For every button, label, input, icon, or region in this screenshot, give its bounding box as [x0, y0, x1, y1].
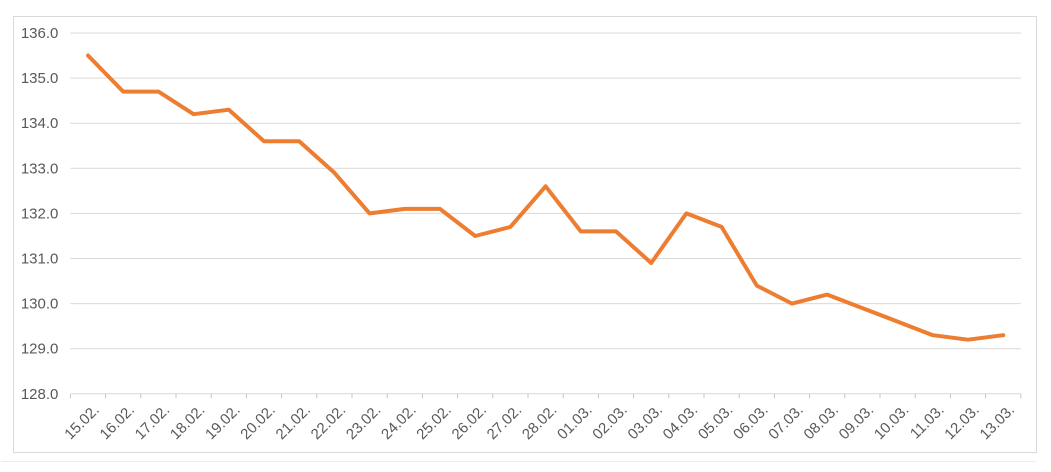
chart-frame: 136.0 135.0 134.0 133.0 132.0 131.0 130.0 129.0…: [13, 16, 1037, 453]
x-axis-label: 15.02.: [61, 402, 103, 444]
y-axis-label: 128.0: [21, 386, 59, 403]
x-axis-label: 20.02.: [237, 402, 279, 444]
line-chart-svg: 136.0 135.0 134.0 133.0 132.0 131.0 130.0 129.0…: [21, 25, 1022, 444]
outer-edge-line: [1, 461, 1036, 462]
x-axis-label: 28.02.: [519, 402, 561, 444]
series-line: [86, 53, 1006, 342]
x-axis-label: 13.03.: [977, 402, 1019, 444]
x-axis-label: 24.02.: [378, 402, 420, 444]
x-axis-label: 02.03.: [589, 402, 631, 444]
x-axis-label: 21.02.: [273, 402, 315, 444]
y-axis-label: 136.0: [21, 25, 59, 42]
x-axis-label: 18.02.: [167, 402, 209, 444]
y-axis-label: 131.0: [21, 251, 59, 268]
x-axis-label: 23.02.: [343, 402, 385, 444]
x-axis-label: 09.03.: [836, 402, 878, 444]
x-axis-label: 25.02.: [413, 402, 455, 444]
y-axis-label: 135.0: [21, 70, 59, 87]
y-axis-label: 133.0: [21, 160, 59, 177]
x-axis-label: 08.03.: [801, 402, 843, 444]
x-axis-label: 10.03.: [871, 402, 913, 444]
y-axis-label: 129.0: [21, 341, 59, 358]
x-axis-label: 07.03.: [765, 402, 807, 444]
y-axis-label: 132.0: [21, 205, 59, 222]
y-axis-label: 134.0: [21, 115, 59, 132]
x-axis-label: 16.02.: [97, 402, 139, 444]
x-axis-label: 22.02.: [308, 402, 350, 444]
x-axis-label: 11.03.: [907, 402, 948, 443]
x-axis-label: 06.03.: [730, 402, 772, 444]
x-axis-label: 27.02.: [484, 402, 526, 444]
x-axis-label: 12.03.: [941, 402, 983, 444]
x-axis-label: 05.03.: [695, 402, 737, 444]
y-axis-label: 130.0: [21, 296, 59, 313]
x-axis-label: 03.03.: [625, 402, 667, 444]
x-axis-label: 19.02.: [202, 402, 244, 444]
x-axis-label: 26.02.: [449, 402, 491, 444]
x-axis-label: 17.02.: [132, 402, 174, 444]
x-axis-label: 01.03.: [554, 402, 596, 444]
x-axis-label: 04.03.: [660, 402, 702, 444]
